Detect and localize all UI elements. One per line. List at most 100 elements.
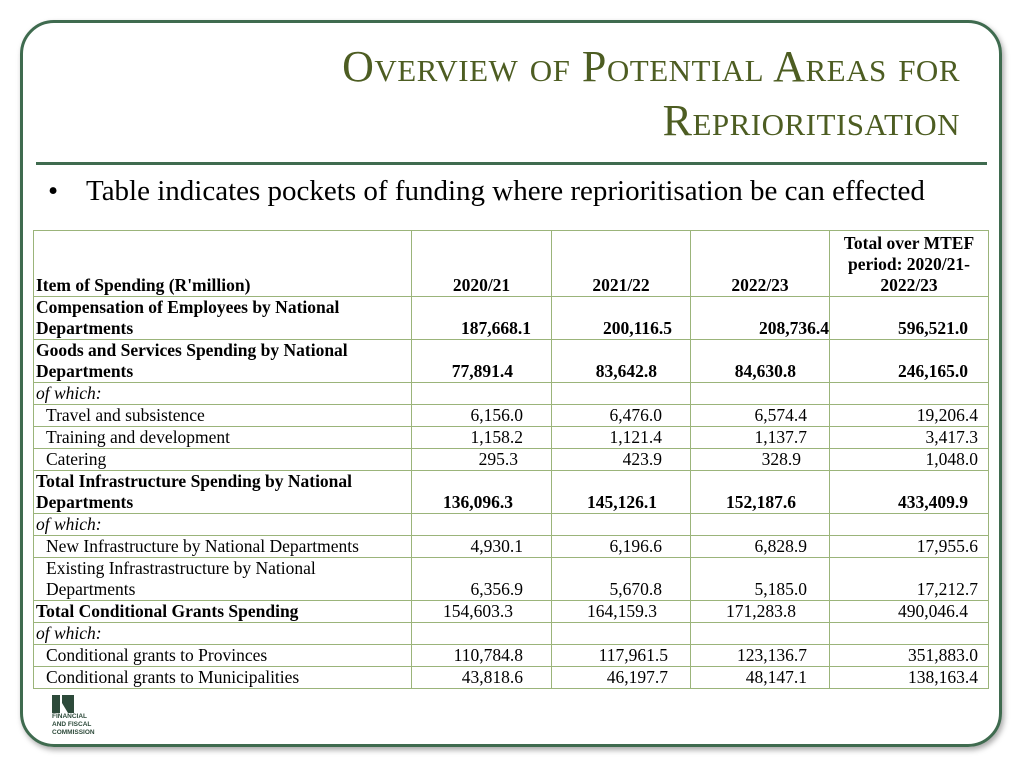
row-label: Travel and subsistence — [33, 404, 412, 427]
cell-value: 1,137.7 — [690, 426, 830, 449]
table-row: New Infrastructure by National Departmen… — [33, 535, 989, 558]
slide-title: Overview of Potential Areas for Repriori… — [60, 40, 960, 148]
cell-value: 154,603.3 — [411, 600, 552, 623]
cell-value: 17,212.7 — [829, 557, 989, 601]
row-label: of which: — [33, 513, 412, 536]
cell-value: 187,668.1 — [411, 296, 552, 340]
cell-value: 1,121.4 — [551, 426, 691, 449]
cell-value: 6,156.0 — [411, 404, 552, 427]
row-label: of which: — [33, 622, 412, 645]
cell-value — [690, 382, 830, 405]
cell-value — [690, 513, 830, 536]
bullet-icon: • — [48, 175, 59, 207]
cell-value: 164,159.3 — [551, 600, 691, 623]
cell-value: 138,163.4 — [829, 666, 989, 689]
cell-value — [690, 622, 830, 645]
row-label: New Infrastructure by National Departmen… — [33, 535, 412, 558]
cell-value: 5,670.8 — [551, 557, 691, 601]
cell-value: 6,476.0 — [551, 404, 691, 427]
cell-value — [411, 622, 552, 645]
cell-value: 110,784.8 — [411, 644, 552, 667]
bullet-text: Table indicates pockets of funding where… — [86, 175, 925, 207]
table-row: Total Infrastructure Spending by Nationa… — [33, 470, 989, 514]
table-row: of which: — [33, 513, 989, 536]
cell-value: 423.9 — [551, 448, 691, 471]
header-total-mtef: Total over MTEF period: 2020/21-2022/23 — [829, 230, 989, 297]
cell-value: 17,955.6 — [829, 535, 989, 558]
cell-value: 596,521.0 — [829, 296, 989, 340]
cell-value: 46,197.7 — [551, 666, 691, 689]
cell-value: 5,185.0 — [690, 557, 830, 601]
cell-value: 1,158.2 — [411, 426, 552, 449]
table-row: of which: — [33, 622, 989, 645]
row-label: Catering — [33, 448, 412, 471]
row-label: Existing Infrastrastructure by National … — [33, 557, 412, 601]
table-row: Conditional grants to Municipalities 43,… — [33, 666, 989, 689]
cell-value: 208,736.4 — [690, 296, 830, 340]
title-divider — [36, 162, 987, 165]
slide-frame — [20, 20, 1002, 747]
row-label: Total Conditional Grants Spending — [33, 600, 412, 623]
table-row: Existing Infrastrastructure by National … — [33, 557, 989, 601]
logo-line-3: COMMISSION — [52, 729, 95, 736]
cell-value: 4,930.1 — [411, 535, 552, 558]
cell-value: 6,574.4 — [690, 404, 830, 427]
table-row: Training and development 1,158.2 1,121.4… — [33, 426, 989, 449]
cell-value — [411, 513, 552, 536]
cell-value: 123,136.7 — [690, 644, 830, 667]
cell-value: 6,828.9 — [690, 535, 830, 558]
table-row: Compensation of Employees by National De… — [33, 296, 989, 340]
spending-table: Item of Spending (R'million) 2020/21 202… — [33, 230, 989, 689]
cell-value: 295.3 — [411, 448, 552, 471]
cell-value: 6,356.9 — [411, 557, 552, 601]
cell-value: 84,630.8 — [690, 339, 830, 383]
logo-line-2: AND FISCAL — [52, 721, 92, 728]
table-row: Travel and subsistence 6,156.0 6,476.0 6… — [33, 404, 989, 427]
logo-line-1: FINANCIAL — [52, 713, 88, 720]
table-row: Catering 295.3 423.9 328.9 1,048.0 — [33, 448, 989, 471]
cell-value — [551, 622, 691, 645]
cell-value — [829, 382, 989, 405]
cell-value: 152,187.6 — [690, 470, 830, 514]
cell-value: 200,116.5 — [551, 296, 691, 340]
row-label: of which: — [33, 382, 412, 405]
cell-value: 43,818.6 — [411, 666, 552, 689]
cell-value: 3,417.3 — [829, 426, 989, 449]
cell-value: 171,283.8 — [690, 600, 830, 623]
cell-value: 83,642.8 — [551, 339, 691, 383]
ffc-logo-icon — [52, 695, 74, 713]
cell-value: 6,196.6 — [551, 535, 691, 558]
cell-value: 246,165.0 — [829, 339, 989, 383]
cell-value — [829, 622, 989, 645]
header-item: Item of Spending (R'million) — [33, 230, 412, 297]
row-label: Training and development — [33, 426, 412, 449]
ffc-logo: FINANCIAL AND FISCAL COMMISSION — [30, 645, 110, 740]
table-header-row: Item of Spending (R'million) 2020/21 202… — [33, 230, 989, 297]
cell-value — [829, 513, 989, 536]
title-line-2: Reprioritisation — [662, 96, 960, 145]
cell-value: 145,126.1 — [551, 470, 691, 514]
cell-value: 48,147.1 — [690, 666, 830, 689]
cell-value: 351,883.0 — [829, 644, 989, 667]
header-2022-23: 2022/23 — [690, 230, 830, 297]
cell-value: 77,891.4 — [411, 339, 552, 383]
bullet-point: • Table indicates pockets of funding wher… — [48, 172, 925, 210]
row-label: Conditional grants to Municipalities — [33, 666, 412, 689]
cell-value: 433,409.9 — [829, 470, 989, 514]
header-2021-22: 2021/22 — [551, 230, 691, 297]
row-label: Total Infrastructure Spending by Nationa… — [33, 470, 412, 514]
cell-value: 490,046.4 — [829, 600, 989, 623]
cell-value — [551, 513, 691, 536]
cell-value — [551, 382, 691, 405]
cell-value — [411, 382, 552, 405]
header-2020-21: 2020/21 — [411, 230, 552, 297]
table-row: Total Conditional Grants Spending 154,60… — [33, 600, 989, 623]
cell-value: 328.9 — [690, 448, 830, 471]
table-row: Goods and Services Spending by National … — [33, 339, 989, 383]
cell-value: 136,096.3 — [411, 470, 552, 514]
table-row: Conditional grants to Provinces 110,784.… — [33, 644, 989, 667]
cell-value: 19,206.4 — [829, 404, 989, 427]
cell-value: 1,048.0 — [829, 448, 989, 471]
row-label: Compensation of Employees by National De… — [33, 296, 412, 340]
table-row: of which: — [33, 382, 989, 405]
